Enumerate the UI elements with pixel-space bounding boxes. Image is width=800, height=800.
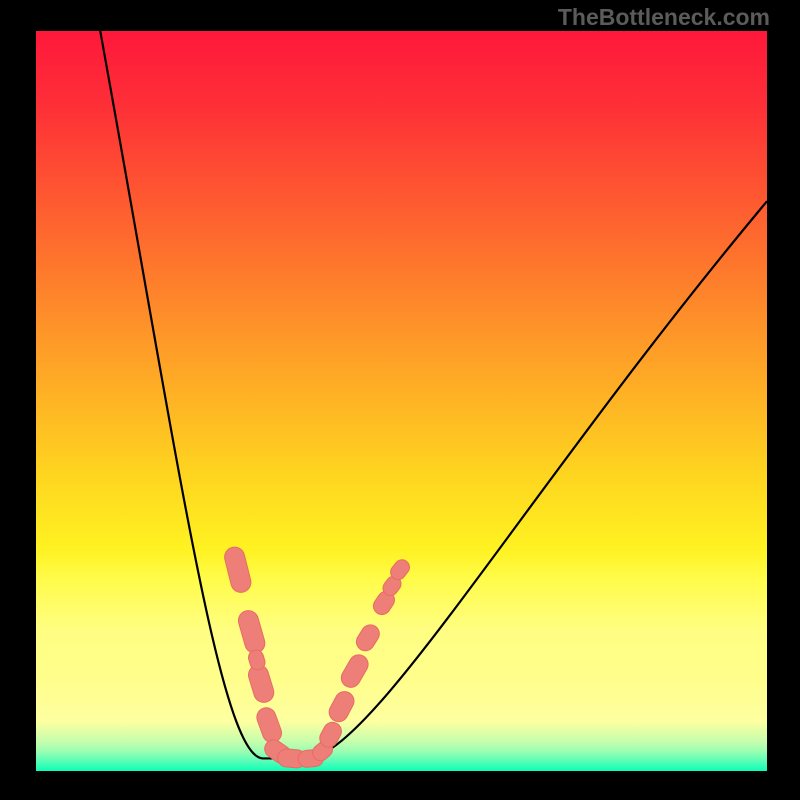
marker-segment (365, 634, 370, 642)
marker-segment (351, 664, 359, 678)
marker-segment (390, 584, 393, 588)
chart-frame (0, 0, 800, 800)
marker-segment (398, 567, 402, 572)
marker-segment (307, 758, 315, 759)
bottleneck-curve (91, 31, 767, 758)
plot-area (36, 31, 767, 771)
marker-segment (266, 717, 272, 733)
marker-segment (321, 749, 325, 752)
marker-segment (248, 621, 254, 643)
marker-segment (235, 557, 241, 582)
marker-segment (329, 731, 333, 738)
curve-layer (36, 31, 767, 771)
marker-segment (287, 758, 297, 759)
watermark-text: TheBottleneck.com (558, 4, 770, 31)
curve-markers (235, 557, 402, 759)
marker-segment (256, 658, 258, 663)
marker-segment (258, 675, 263, 692)
marker-segment (339, 701, 345, 712)
marker-segment (382, 600, 386, 606)
